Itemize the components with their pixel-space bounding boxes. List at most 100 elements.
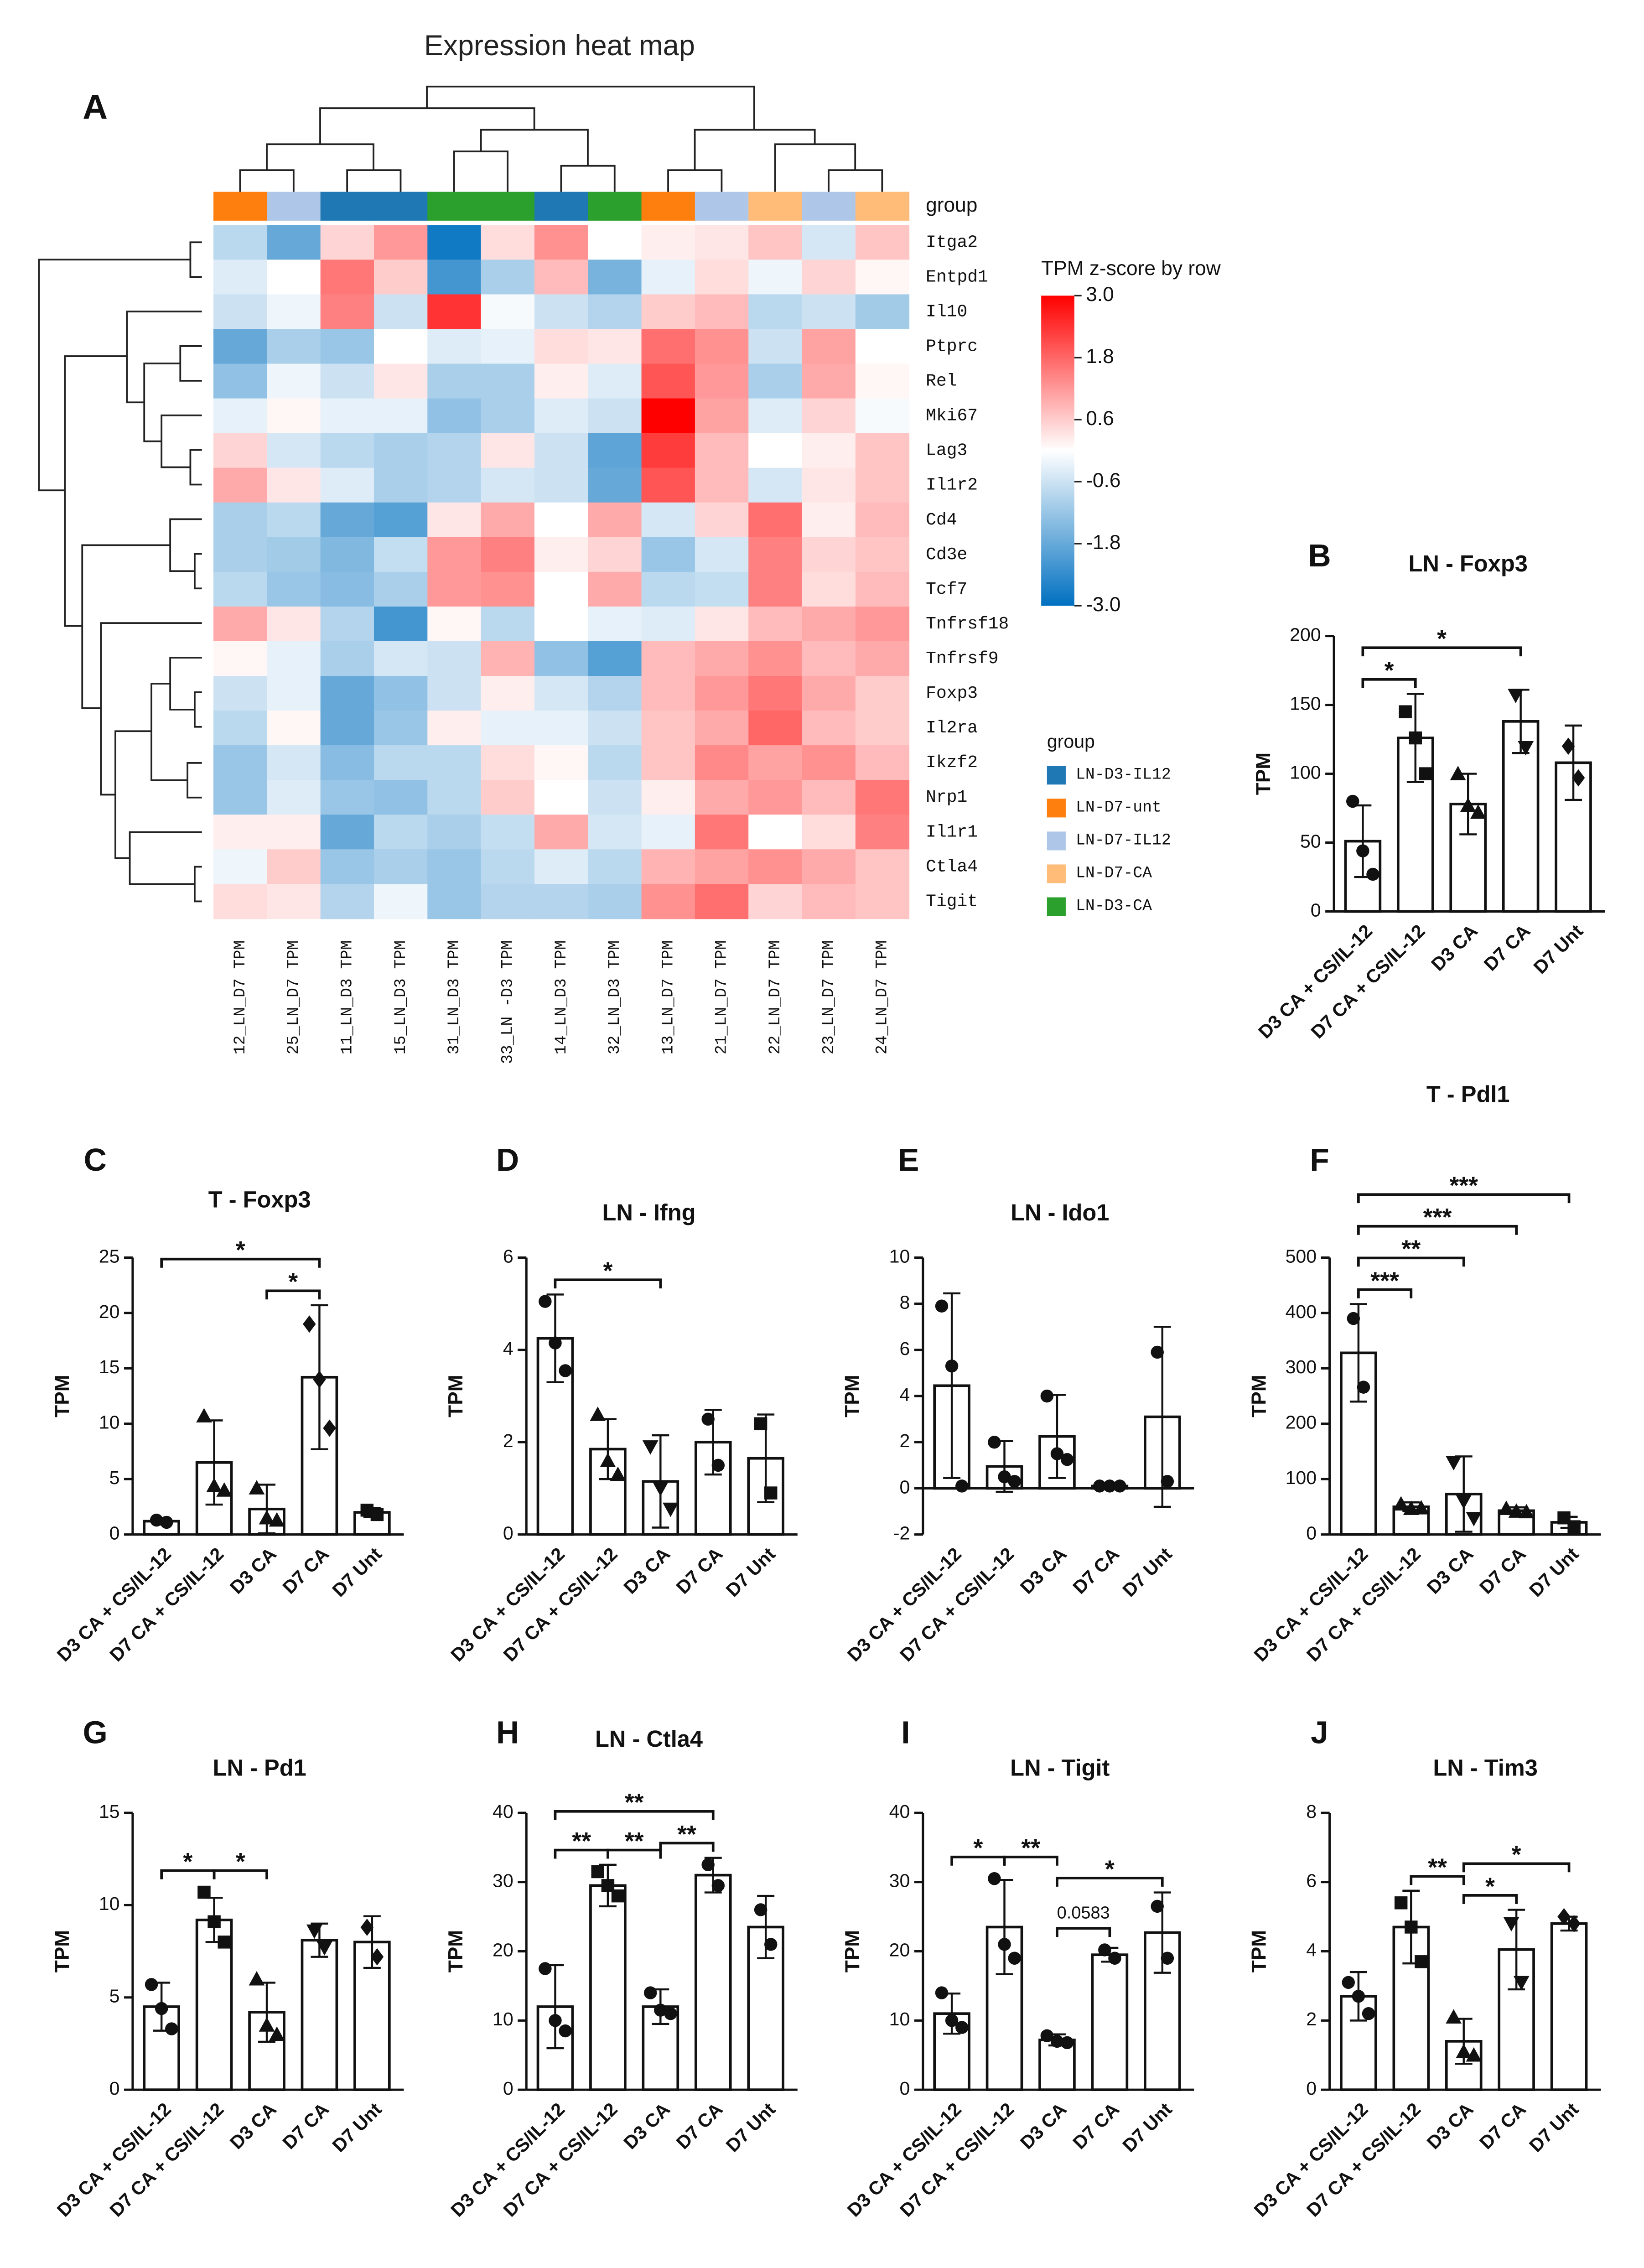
- heatmap-cell: [373, 676, 428, 711]
- heatmap-cell: [427, 780, 482, 815]
- heatmap-cell: [748, 433, 803, 468]
- left-dendrogram: [38, 241, 202, 903]
- heatmap-cell: [427, 745, 482, 781]
- heatmap-cell: [534, 571, 589, 607]
- heatmap-cell: [695, 259, 749, 295]
- y-tick-label: 40: [889, 1801, 910, 1822]
- data-point: [1567, 1520, 1581, 1533]
- heatmap-cell: [481, 537, 535, 572]
- data-point: [998, 1470, 1011, 1484]
- data-point: [269, 1512, 285, 1527]
- heatmap-cell: [320, 433, 374, 468]
- data-point: [1561, 737, 1575, 755]
- heatmap-cell: [748, 294, 803, 330]
- heatmap-cell: [481, 745, 535, 781]
- heatmap-cell: [481, 571, 535, 607]
- heatmap-cell: [695, 676, 749, 711]
- heatmap-cell: [427, 711, 482, 746]
- heatmap-cell: [213, 294, 268, 330]
- x-tick-label: D7 Unt: [1530, 920, 1587, 978]
- group-cell: [641, 192, 695, 221]
- heatmap-cell: [748, 676, 803, 711]
- y-tick-label: 4: [1306, 1939, 1317, 1960]
- heatmap-cell: [481, 363, 535, 399]
- heatmap-cell: [267, 676, 321, 711]
- heatmap-cell: [373, 571, 428, 607]
- heatmap-cell: [373, 259, 428, 295]
- data-point: [1450, 766, 1466, 780]
- y-tick-label: 30: [889, 1870, 910, 1891]
- data-point: [764, 1938, 778, 1951]
- colorbar-title: TPM z-score by row: [1041, 257, 1221, 280]
- heatmap-cell: [427, 606, 482, 642]
- heatmap-cell: [213, 745, 268, 781]
- heatmap-cell: [320, 676, 374, 711]
- y-tick-label: 10: [889, 1246, 910, 1266]
- heatmap-cell: [802, 641, 856, 676]
- heatmap-cell: [802, 259, 856, 295]
- y-tick-label: 6: [1306, 1870, 1317, 1891]
- y-tick-label: 6: [900, 1338, 910, 1359]
- y-tick-label: 0: [900, 1476, 910, 1497]
- heatmap-cell: [748, 571, 803, 607]
- significance-bracket: [1357, 1193, 1571, 1204]
- gene-label: Ptprc: [926, 337, 978, 357]
- data-point: [206, 1478, 222, 1493]
- data-point: [935, 1299, 949, 1313]
- panel-letter: I: [901, 1715, 910, 1750]
- heatmap-cell: [267, 433, 321, 468]
- heatmap-cell: [534, 745, 589, 781]
- legend-label: LN-D7-IL12: [1076, 832, 1171, 850]
- data-point: [1357, 1381, 1370, 1394]
- heatmap-cell: [534, 849, 589, 885]
- data-point: [1103, 1479, 1116, 1493]
- heatmap-cell: [373, 815, 428, 850]
- heatmap-cell: [481, 815, 535, 850]
- data-point: [1419, 767, 1432, 780]
- significance-label: ***: [1449, 1172, 1478, 1199]
- data-point: [1503, 1917, 1520, 1932]
- y-tick-label: 0: [1306, 2078, 1317, 2099]
- data-point: [1151, 1900, 1164, 1913]
- heatmap-cell: [534, 606, 589, 642]
- gene-label: Entpd1: [926, 267, 988, 287]
- sample-label: 14_LN_D3 TPM: [553, 940, 570, 1054]
- data-point: [643, 1986, 657, 1999]
- data-point: [1498, 1500, 1514, 1515]
- heatmap-cell: [748, 502, 803, 538]
- y-tick-label: 0: [900, 2078, 910, 2099]
- heatmap-cell: [427, 363, 482, 399]
- data-point: [155, 2002, 168, 2015]
- x-tick-label: D7 CA: [1069, 1543, 1124, 1598]
- y-tick-label: 30: [493, 1870, 513, 1891]
- y-axis-label: TPM: [1252, 753, 1275, 795]
- gene-label: Il1r2: [926, 476, 978, 495]
- heatmap-cell: [641, 502, 695, 538]
- y-axis-label: TPM: [445, 1930, 467, 1972]
- heatmap-cell: [588, 363, 642, 399]
- heatmap-cell: [534, 363, 589, 399]
- heatmap-cell: [802, 294, 856, 330]
- heatmap-cell: [213, 363, 268, 399]
- heatmap-cell: [695, 294, 749, 330]
- y-tick-label: 5: [109, 1986, 120, 2007]
- data-point: [1567, 1915, 1581, 1932]
- chart-title: LN - Ctla4: [595, 1726, 703, 1752]
- significance-label: **: [625, 1827, 644, 1855]
- x-tick-label: D3 CA: [1427, 920, 1482, 975]
- heatmap-cell: [267, 815, 321, 850]
- heatmap-cell: [373, 398, 428, 434]
- heatmap-cell: [373, 329, 428, 364]
- data-point: [1356, 844, 1369, 857]
- bar: [1091, 1953, 1129, 2091]
- heatmap-cell: [641, 398, 695, 434]
- legend-label: LN-D7-CA: [1076, 865, 1152, 882]
- data-point: [642, 1440, 659, 1455]
- y-tick-label: 200: [1286, 1412, 1317, 1433]
- group-cell: [373, 192, 428, 221]
- y-tick-label: 150: [1290, 693, 1321, 714]
- heatmap-cell: [802, 363, 856, 399]
- heatmap-cell: [695, 745, 749, 781]
- heatmap-cell: [320, 780, 374, 815]
- data-point: [1508, 689, 1524, 703]
